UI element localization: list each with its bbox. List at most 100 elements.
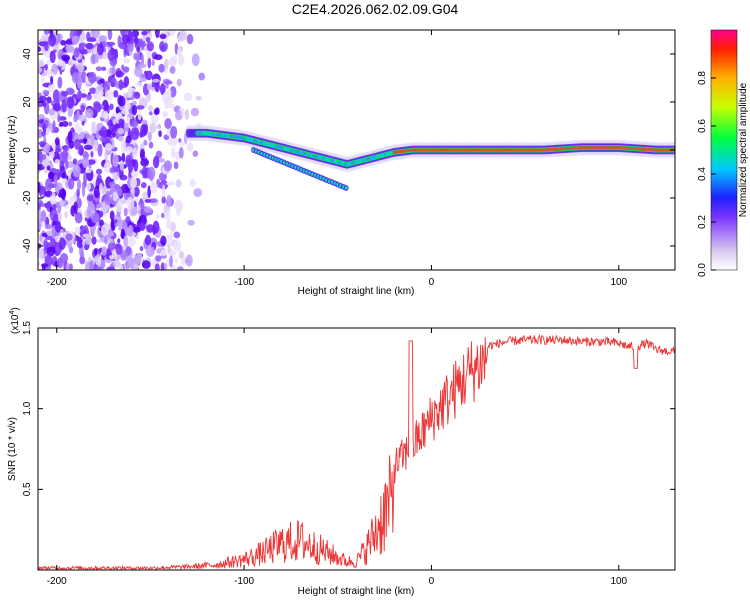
spectrogram-noise-blob: [150, 181, 158, 194]
spectrogram-noise-blob: [67, 178, 75, 190]
spectrogram-noise-blob: [149, 122, 156, 134]
spectrogram-noise-blob: [145, 70, 153, 81]
spectrogram-noise-blob: [127, 86, 133, 98]
spectrogram-noise-blob: [77, 62, 85, 73]
snr-series-line: [38, 333, 675, 570]
spectrogram-noise-blob: [79, 49, 87, 55]
spectrogram-noise-blob: [38, 46, 41, 52]
spectrogram-noise-blob: [74, 226, 81, 235]
spectrogram-noise-blob: [38, 114, 45, 120]
spectrogram-noise-blob: [164, 234, 173, 248]
spectrogram-noise-blob: [71, 72, 80, 84]
spectrogram-noise-blob: [129, 119, 139, 128]
spectrogram-noise-blob: [52, 120, 56, 134]
spectrogram-noise-blob: [91, 226, 95, 237]
spectrogram-noise-blob: [68, 121, 72, 127]
spectrogram-noise-blob: [115, 243, 123, 256]
spectrogram-noise-blob: [132, 100, 137, 106]
spectrogram-noise-blob: [65, 204, 69, 209]
snr-x-tick-label: -200: [47, 576, 67, 587]
spectrogram-noise-blob: [41, 72, 45, 84]
spectrogram-noise-blob: [124, 101, 131, 111]
spectrogram-noise-blob: [41, 153, 47, 161]
spectrogram-noise-blob: [89, 135, 95, 147]
spectrogram-noise-blob: [170, 146, 176, 159]
spectrogram-noise-blob: [98, 35, 108, 43]
colorbar-ticks: 0.0 0.2 0.4 0.6 0.8: [697, 71, 716, 277]
spectrogram-noise-blob: [133, 186, 140, 197]
spectrogram-y-tick-label: -20: [22, 190, 33, 205]
spectrogram-noise-blob: [137, 110, 142, 121]
spectrogram-noise-blob: [176, 78, 182, 87]
spectrogram-noise-blob: [105, 89, 114, 101]
spectrogram-noise-blob: [42, 34, 50, 43]
spectrogram-noise-blob: [44, 254, 53, 267]
spectrogram-noise-blob: [38, 209, 41, 218]
spectrogram-noise-blob: [109, 103, 114, 111]
spectrogram-noise-blob: [147, 185, 151, 199]
spectrogram-noise-blob: [189, 178, 196, 188]
spectrogram-noise-blob: [144, 198, 152, 203]
spectrogram-noise-blob: [80, 71, 87, 84]
spectrogram-noise-blob: [40, 210, 47, 223]
colorbar: 0.0 0.2 0.4 0.6 0.8 Normalized spectral ampl…: [697, 29, 749, 277]
spectrogram-noise-blob: [106, 266, 116, 270]
spectrogram-noise-blob: [113, 90, 119, 98]
spectrogram-y-tick-label: -40: [22, 238, 33, 253]
spectrogram-noise-blob: [44, 63, 48, 71]
spectrogram-x-label: Height of straight line (km): [298, 286, 415, 297]
spectrogram-noise-blob: [112, 191, 118, 202]
spectrogram-noise-blob: [164, 58, 169, 69]
spectrogram-noise-blob: [43, 30, 50, 36]
spectrogram-noise-blob: [84, 133, 91, 140]
spectrogram-noise-blob: [48, 108, 55, 116]
spectrogram-noise-blob: [125, 154, 132, 168]
spectrogram-noise-blob: [47, 191, 53, 196]
snr-x-ticks: -200 -100 0 100: [47, 328, 628, 587]
spectrogram-noise-blob: [119, 252, 129, 258]
spectrogram-noise-blob: [39, 233, 43, 242]
spectrogram-noise-blob: [85, 168, 92, 174]
spectrogram-noise-blob: [97, 143, 103, 157]
spectrogram-noise-blob: [48, 33, 57, 47]
spectrogram-noise-blob: [136, 81, 143, 88]
spectrogram-noise-blob: [118, 79, 124, 91]
spectrogram-noise-blob: [118, 135, 125, 143]
snr-x-tick-label: 100: [610, 576, 627, 587]
spectrogram-noise-blob: [52, 203, 57, 211]
spectrogram-noise-blob: [79, 256, 86, 265]
spectrogram-noise-blob: [138, 214, 147, 226]
spectrogram-noise-blob: [104, 195, 113, 206]
spectrogram-noise-blob: [139, 222, 146, 232]
spectrogram-noise-blob: [184, 108, 190, 120]
spectrogram-noise-blob: [44, 224, 53, 230]
spectrogram-noise-blob: [112, 118, 117, 125]
spectrogram-y-tick-label: 40: [22, 48, 33, 60]
spectrogram-noise-blob: [146, 224, 155, 233]
spectrogram-noise-blob: [120, 109, 130, 115]
spectrogram-noise-blob: [164, 80, 173, 85]
spectrogram-noise-blob: [141, 119, 148, 125]
spectrogram-noise-blob: [186, 141, 194, 152]
spectrogram-noise-blob: [91, 121, 98, 134]
spectrogram-noise-blob: [74, 138, 81, 150]
spectrogram-noise-blob: [78, 114, 86, 122]
spectrogram-noise-blob: [80, 104, 86, 113]
spectrogram-noise-blob: [109, 210, 115, 221]
spectrogram-noise-blob: [129, 113, 134, 120]
spectrogram-noise-blob: [108, 123, 118, 132]
spectrogram-y-label: Frequency (Hz): [7, 116, 18, 185]
spectrogram-noise-blob: [106, 41, 116, 46]
spectrogram-noise-blob: [173, 161, 179, 170]
spectrogram-noise-blob: [150, 246, 155, 256]
spectrogram-noise-blob: [158, 130, 162, 138]
spectrogram-noise-blob: [177, 53, 185, 66]
spectrogram-noise-blob: [123, 66, 130, 73]
spectrogram-noise-blob: [100, 224, 109, 236]
snr-y-tick-label: 0.5: [22, 482, 33, 496]
spectrogram-noise-blob: [58, 237, 66, 250]
spectrogram-noise-blob: [110, 81, 116, 88]
spectrogram-noise-blob: [67, 106, 73, 118]
spectrogram-noise-blob: [120, 140, 127, 153]
